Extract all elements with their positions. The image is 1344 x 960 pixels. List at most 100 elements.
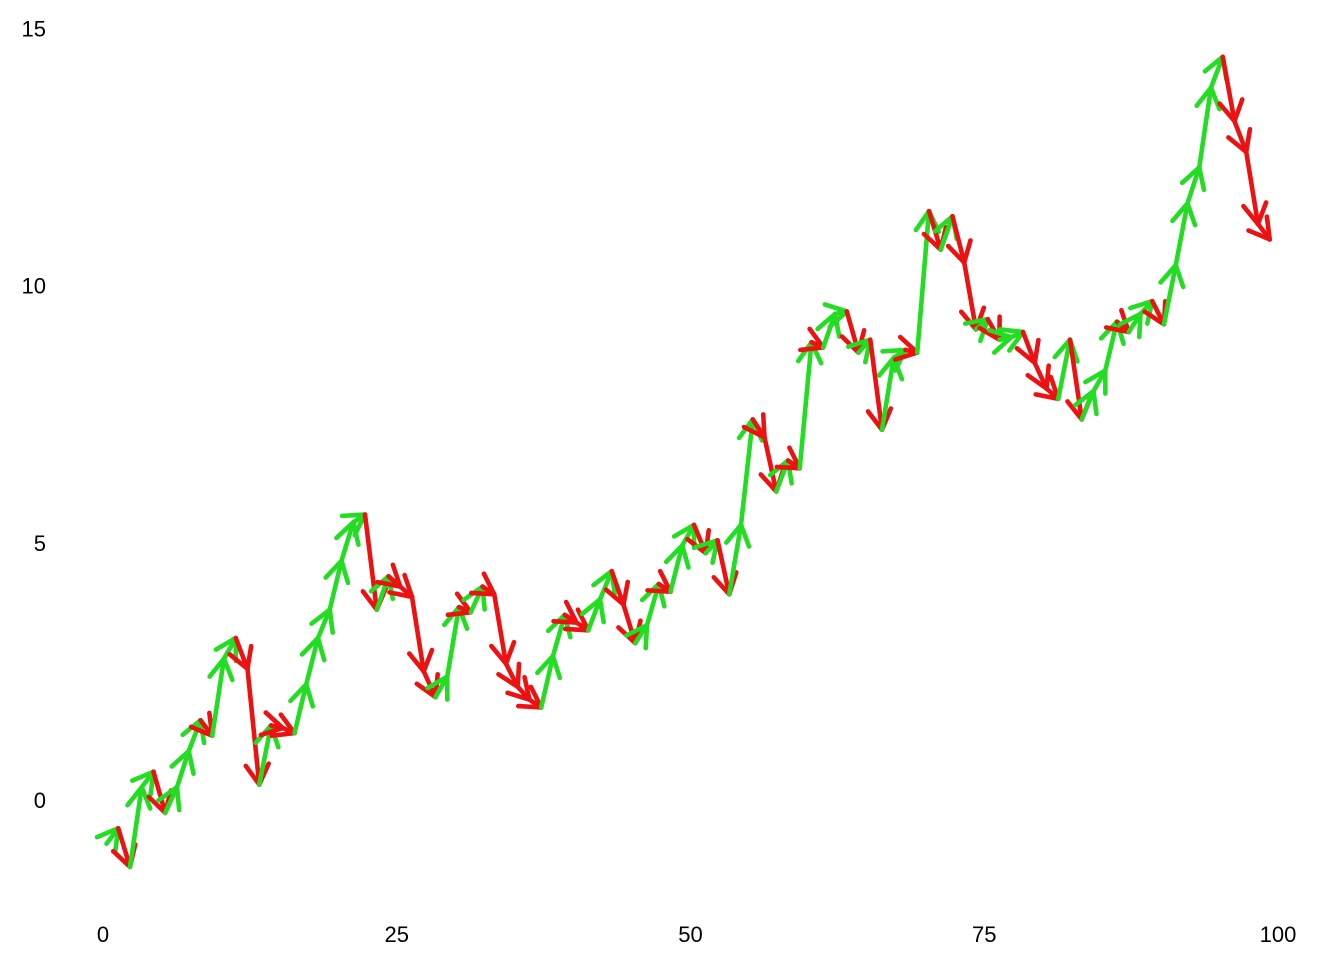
down-arrow bbox=[243, 666, 271, 787]
down-arrow bbox=[1226, 118, 1253, 155]
arrowhead-wing bbox=[468, 590, 497, 597]
arrow-shaft bbox=[209, 656, 227, 739]
arrowhead-wing bbox=[327, 607, 336, 635]
arrowhead-wing bbox=[155, 784, 180, 803]
arrowhead-wing bbox=[1103, 325, 1132, 335]
arrowhead-wing bbox=[258, 725, 286, 738]
arrowhead-wing bbox=[1217, 101, 1237, 124]
arrowhead-wing bbox=[945, 243, 967, 265]
arrowhead-wing bbox=[1044, 363, 1051, 391]
up-arrow bbox=[442, 604, 470, 679]
arrowhead-wing bbox=[932, 213, 955, 234]
arrowhead-wing bbox=[1014, 346, 1038, 366]
down-arrow bbox=[1217, 54, 1245, 124]
up-arrow bbox=[207, 656, 235, 739]
arrowhead-wing bbox=[1072, 388, 1096, 408]
up-arrow bbox=[155, 784, 182, 816]
up-arrow bbox=[1194, 85, 1222, 170]
arrowhead-wing bbox=[1091, 388, 1099, 417]
up-arrow bbox=[663, 543, 691, 595]
arrowhead-wing bbox=[245, 643, 254, 672]
arrow-shaft bbox=[1067, 337, 1085, 422]
arrowhead-wing bbox=[550, 653, 563, 681]
up-arrow bbox=[1170, 201, 1198, 268]
arrowhead-wing bbox=[621, 579, 631, 607]
up-arrow bbox=[1179, 165, 1207, 206]
arrowhead-wing bbox=[406, 651, 427, 674]
down-arrow bbox=[551, 599, 579, 625]
up-arrow bbox=[334, 519, 361, 564]
arrowhead-wing bbox=[1196, 165, 1207, 193]
arrow-shaft bbox=[1079, 388, 1096, 422]
arrowhead-wing bbox=[309, 607, 333, 626]
arrowhead-wing bbox=[480, 584, 487, 612]
down-arrow bbox=[741, 412, 767, 440]
x-tick-label: 25 bbox=[385, 922, 409, 947]
arrowhead-wing bbox=[421, 647, 435, 674]
arrow-shaft bbox=[292, 681, 309, 736]
arrowhead-wing bbox=[315, 635, 327, 663]
arrowhead-wing bbox=[962, 316, 991, 326]
arrowhead-wing bbox=[551, 618, 579, 625]
x-tick-label: 0 bbox=[97, 922, 109, 947]
down-arrow bbox=[468, 571, 497, 597]
arrowhead-wing bbox=[515, 703, 544, 710]
arrowhead-wing bbox=[893, 350, 920, 362]
arrowhead-wing bbox=[1255, 200, 1269, 227]
arrow-shaft bbox=[867, 337, 885, 433]
arrowhead-wing bbox=[815, 311, 838, 332]
arrowhead-wing bbox=[323, 558, 344, 580]
arrowhead-wing bbox=[1173, 262, 1186, 290]
arrowhead-wing bbox=[1083, 368, 1108, 385]
arrow-shaft bbox=[879, 355, 897, 433]
arrowhead-wing bbox=[1052, 337, 1073, 360]
arrowhead-wing bbox=[663, 543, 685, 565]
arrowhead-wing bbox=[1158, 262, 1179, 285]
down-arrow bbox=[798, 326, 826, 353]
arrow-shaft bbox=[491, 591, 509, 667]
arrowhead-wing bbox=[671, 522, 697, 539]
arrowhead-wing bbox=[880, 347, 908, 354]
arrow-shaft bbox=[668, 543, 685, 595]
down-arrow bbox=[1241, 149, 1269, 227]
arrow-shaft bbox=[1161, 262, 1179, 327]
arrowhead-wing bbox=[414, 681, 438, 700]
arrow-shaft bbox=[1055, 337, 1073, 402]
arrowhead-wing bbox=[139, 784, 153, 811]
arrow-shaft bbox=[950, 213, 967, 265]
arrowhead-wing bbox=[822, 302, 850, 314]
arrowhead-wing bbox=[693, 537, 720, 550]
x-tick-label: 100 bbox=[1260, 922, 1297, 947]
arrowhead-wing bbox=[741, 424, 767, 440]
arrow-shaft bbox=[538, 653, 556, 710]
up-arrow bbox=[579, 597, 606, 633]
arrowhead-wing bbox=[535, 653, 556, 676]
arrow-shaft bbox=[1185, 165, 1202, 206]
arrowhead-wing bbox=[679, 543, 691, 570]
down-arrow bbox=[1246, 214, 1273, 242]
down-arrow bbox=[406, 594, 435, 674]
down-arrow bbox=[1025, 360, 1051, 391]
arrowhead-wing bbox=[832, 311, 842, 339]
up-arrow bbox=[1083, 368, 1108, 396]
arrowhead-wing bbox=[522, 674, 532, 703]
arrow-shaft bbox=[738, 417, 756, 528]
down-arrow bbox=[227, 635, 254, 672]
arrowhead-wing bbox=[375, 579, 403, 589]
arrowhead-wing bbox=[657, 568, 673, 595]
arrowhead-wing bbox=[1243, 126, 1253, 155]
arrowhead-wing bbox=[760, 412, 767, 440]
arrowhead-wing bbox=[785, 458, 794, 486]
arrowhead-wing bbox=[913, 208, 932, 233]
arrow-shaft bbox=[315, 607, 333, 641]
arrow-shaft bbox=[961, 260, 979, 332]
arrow-shaft bbox=[127, 784, 145, 870]
arrowhead-wing bbox=[597, 597, 606, 625]
down-arrow bbox=[387, 572, 415, 600]
arrowhead-wing bbox=[562, 612, 573, 640]
up-arrow bbox=[1072, 388, 1099, 422]
arrowhead-wing bbox=[977, 325, 1002, 343]
arrowhead-wing bbox=[263, 710, 286, 731]
arrow-shaft bbox=[233, 635, 250, 672]
